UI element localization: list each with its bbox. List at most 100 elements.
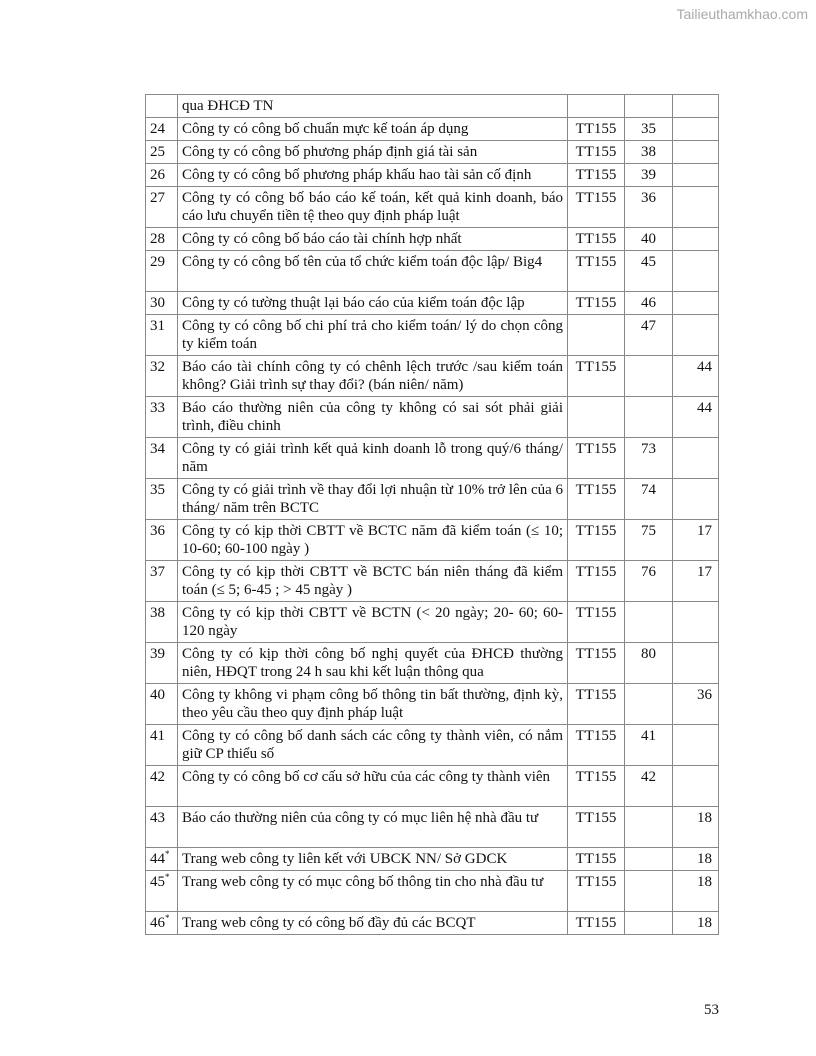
value-column-2: 44: [672, 355, 719, 397]
source-cell: TT155: [567, 683, 625, 725]
table-row: 31 Công ty có công bố chi phí trả cho kiể…: [145, 314, 719, 356]
row-number-text: 39: [150, 646, 165, 662]
value-column-2: [672, 314, 719, 356]
row-number-text: 36: [150, 523, 165, 539]
row-number: 37: [145, 560, 178, 602]
criterion-text-text: Báo cáo thường niên của công ty có mục l…: [182, 810, 539, 826]
row-number-text: 44: [150, 851, 165, 867]
row-number-text: 38: [150, 605, 165, 621]
criterion-text: Công ty có công bố chuẩn mực kế toán áp …: [177, 117, 568, 141]
row-number: 40: [145, 683, 178, 725]
value-column-1-text: 76: [641, 564, 656, 580]
value-column-2-text: 18: [697, 810, 712, 826]
source-cell-text: TT155: [575, 687, 617, 703]
source-cell-text: TT155: [575, 295, 617, 311]
table-row: 30 Công ty có tường thuật lại báo cáo của…: [145, 291, 719, 315]
value-column-2: [672, 478, 719, 520]
source-cell: TT155: [567, 478, 625, 520]
row-number-text: 31: [150, 318, 165, 334]
table-row: 26 Công ty có công bố phương pháp khấu ha…: [145, 163, 719, 187]
source-cell-text: TT155: [575, 646, 617, 662]
table-row: 40 Công ty không vi phạm công bố thông ti…: [145, 683, 719, 725]
row-number: 36: [145, 519, 178, 561]
table-row: 41 Công ty có công bố danh sách các công …: [145, 724, 719, 766]
value-column-2: [672, 724, 719, 766]
value-column-1-text: 40: [641, 231, 656, 247]
value-column-1-text: 36: [641, 190, 656, 206]
source-cell: TT155: [567, 186, 625, 228]
value-column-2: [672, 94, 719, 118]
source-cell: TT155: [567, 765, 625, 807]
row-number-text: 24: [150, 121, 165, 137]
source-cell-text: TT155: [575, 605, 617, 621]
source-cell-text: TT155: [575, 359, 617, 375]
row-number-text: 32: [150, 359, 165, 375]
value-column-1-text: 46: [641, 295, 656, 311]
page-number: 53: [704, 1002, 719, 1018]
source-cell: [567, 396, 625, 438]
value-column-2: [672, 227, 719, 251]
value-column-2: [672, 117, 719, 141]
table-row: 37 Công ty có kịp thời CBTT về BCTC bán n…: [145, 560, 719, 602]
row-number: 44*: [145, 847, 178, 871]
value-column-2: 44: [672, 396, 719, 438]
value-column-1: 47: [624, 314, 673, 356]
value-column-1-text: 74: [641, 482, 656, 498]
value-column-1-text: 80: [641, 646, 656, 662]
criterion-text: Báo cáo thường niên của công ty không có…: [177, 396, 568, 438]
value-column-1: [624, 355, 673, 397]
source-cell-text: TT155: [575, 851, 617, 867]
criterion-text-text: Công ty có kịp thời công bố nghị quyết c…: [182, 646, 563, 680]
source-cell-text: TT155: [575, 810, 617, 826]
criterion-text-text: Báo cáo tài chính công ty có chênh lệch …: [182, 359, 563, 393]
value-column-1: [624, 396, 673, 438]
criterion-text-text: Công ty có giải trình kết quả kinh doanh…: [182, 441, 563, 475]
value-column-1: [624, 911, 673, 935]
value-column-1: [624, 806, 673, 848]
criterion-text: Công ty có công bố phương pháp khấu hao …: [177, 163, 568, 187]
row-number-text: 25: [150, 144, 165, 160]
source-cell-text: TT155: [575, 121, 617, 137]
criterion-text-text: Trang web công ty có mục công bố thông t…: [182, 874, 544, 890]
value-column-2: [672, 291, 719, 315]
source-cell: TT155: [567, 140, 625, 164]
source-cell-text: TT155: [575, 915, 617, 931]
value-column-2-text: 18: [697, 915, 712, 931]
value-column-1-text: 42: [641, 769, 656, 785]
row-number: 32: [145, 355, 178, 397]
row-number-text: 27: [150, 190, 165, 206]
value-column-1: 40: [624, 227, 673, 251]
source-cell-text: TT155: [575, 482, 617, 498]
criterion-text: qua ĐHCĐ TN: [177, 94, 568, 118]
row-number: 38: [145, 601, 178, 643]
value-column-1: [624, 683, 673, 725]
source-cell: TT155: [567, 519, 625, 561]
value-column-1: 35: [624, 117, 673, 141]
table-row: 24 Công ty có công bố chuẩn mực kế toán á…: [145, 117, 719, 141]
criterion-text-text: Công ty có công bố danh sách các công ty…: [182, 728, 563, 762]
table-row: 44* Trang web công ty liên kết với UBCK N…: [145, 847, 719, 871]
source-cell: TT155: [567, 437, 625, 479]
criterion-text-text: Công ty có công bố chi phí trả cho kiểm …: [182, 318, 563, 352]
value-column-1: 38: [624, 140, 673, 164]
criterion-text-text: Trang web công ty liên kết với UBCK NN/ …: [182, 851, 508, 867]
row-number: [145, 94, 178, 118]
row-number: 26: [145, 163, 178, 187]
table-row: 35 Công ty có giải trình về thay đổi lợi …: [145, 478, 719, 520]
criterion-text: Công ty có giải trình kết quả kinh doanh…: [177, 437, 568, 479]
row-number: 28: [145, 227, 178, 251]
footnote-marker: *: [165, 849, 170, 859]
row-number-text: 41: [150, 728, 165, 744]
row-number: 34: [145, 437, 178, 479]
criterion-text: Công ty có kịp thời CBTT về BCTC năm đã …: [177, 519, 568, 561]
source-cell: [567, 94, 625, 118]
value-column-2-text: 18: [697, 874, 712, 890]
value-column-1: [624, 870, 673, 912]
row-number-text: 35: [150, 482, 165, 498]
criterion-text: Công ty không vi phạm công bố thông tin …: [177, 683, 568, 725]
criterion-text-text: Công ty có công bố phương pháp định giá …: [182, 144, 478, 160]
row-number-text: 26: [150, 167, 165, 183]
value-column-1: 76: [624, 560, 673, 602]
source-cell: [567, 314, 625, 356]
row-number: 25: [145, 140, 178, 164]
